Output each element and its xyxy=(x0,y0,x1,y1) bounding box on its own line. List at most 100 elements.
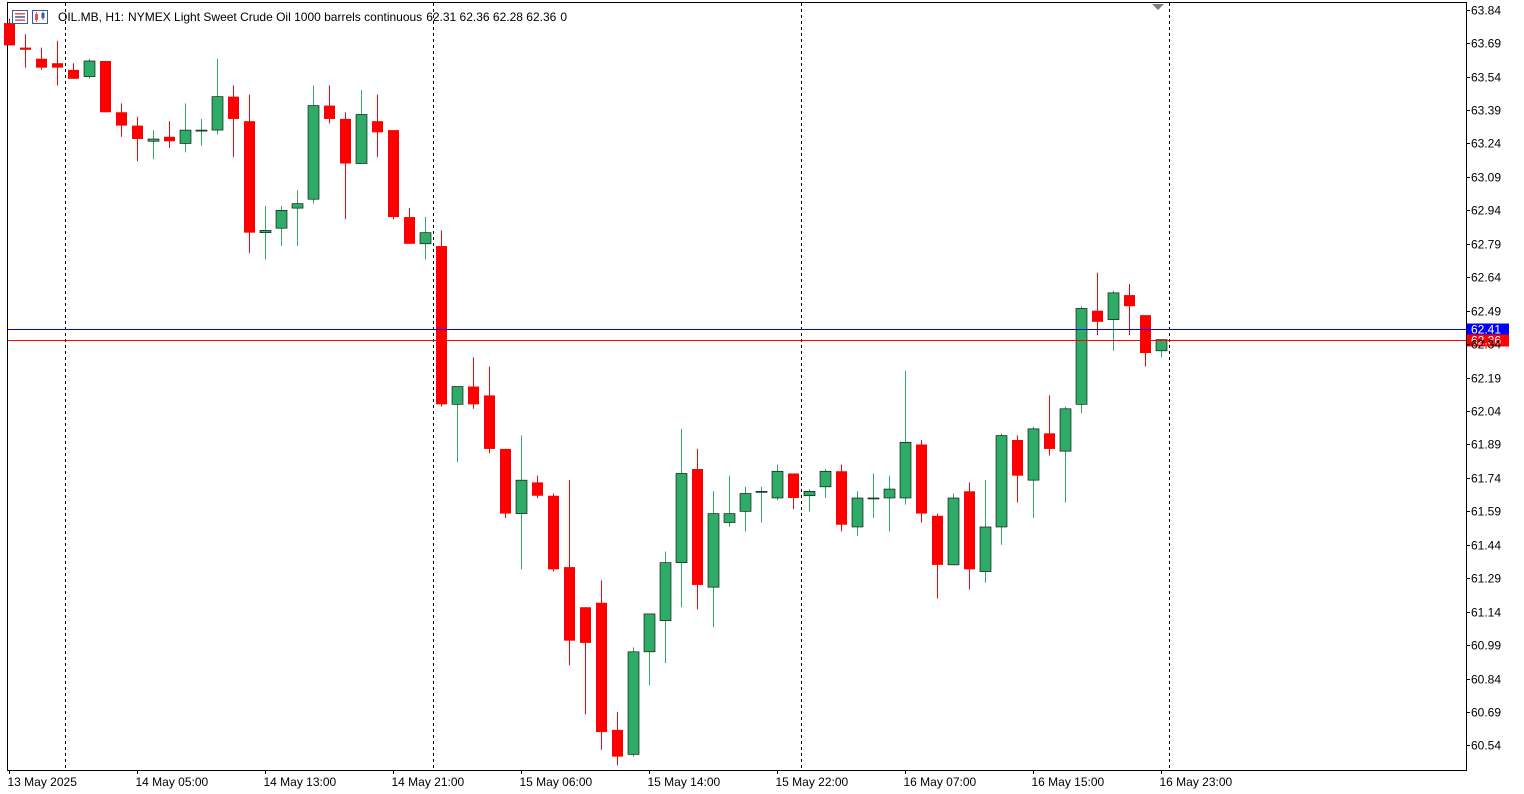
candle-body xyxy=(100,60,111,113)
candle-body xyxy=(68,69,79,79)
candle-body xyxy=(515,479,528,514)
candle-30 xyxy=(484,366,495,454)
candle-26 xyxy=(419,217,432,260)
x-tick-label: 15 May 22:00 xyxy=(776,775,849,789)
candle-body xyxy=(1059,408,1072,452)
candle-body xyxy=(324,105,335,119)
candle-45 xyxy=(723,475,736,527)
candle-4 xyxy=(68,63,79,79)
candle-36 xyxy=(580,607,591,715)
candle-body xyxy=(692,468,703,585)
candle-body xyxy=(1027,428,1040,481)
candle-11 xyxy=(179,103,192,153)
y-tick-label: 63.69 xyxy=(1471,37,1501,51)
candle-41 xyxy=(659,551,672,663)
x-tick-label: 15 May 14:00 xyxy=(648,775,721,789)
candle-body xyxy=(1092,310,1103,322)
candle-body xyxy=(1140,315,1151,354)
candle-body xyxy=(580,607,591,643)
candle-body xyxy=(275,210,288,229)
price-axis[interactable]: 63.84 63.69 63.54 63.39 63.24 63.09 62.94 62.79… xyxy=(1466,4,1501,753)
candle-32 xyxy=(515,435,528,570)
candle-59 xyxy=(947,493,960,566)
candle-19 xyxy=(307,85,320,204)
x-tick-label: 16 May 15:00 xyxy=(1032,775,1105,789)
candle-body xyxy=(1155,339,1168,352)
candle-17 xyxy=(275,205,288,247)
candle-body xyxy=(228,96,239,119)
candle-body xyxy=(468,386,479,405)
symbol-label: OIL.MB, H1: xyxy=(58,10,125,24)
candle-body xyxy=(116,112,127,126)
candle-14 xyxy=(228,85,239,157)
tick-volume: 0 xyxy=(560,10,567,24)
candle-21 xyxy=(340,112,351,220)
candle-13 xyxy=(211,58,224,135)
candle-body xyxy=(132,125,143,140)
candle-61 xyxy=(979,480,992,583)
chart-ohlc-icon[interactable] xyxy=(32,10,48,24)
candle-47 xyxy=(755,486,768,523)
y-tick-label: 62.19 xyxy=(1471,372,1501,386)
candle-body xyxy=(643,613,656,653)
candle-body xyxy=(819,470,832,488)
candle-68 xyxy=(1092,272,1103,336)
candle-body xyxy=(36,58,47,68)
y-tick-label: 61.74 xyxy=(1471,472,1501,486)
y-tick-label: 60.69 xyxy=(1471,706,1501,720)
candle-54 xyxy=(867,473,880,519)
candle-46 xyxy=(739,486,752,532)
y-tick-label: 63.84 xyxy=(1471,4,1501,18)
candle-body xyxy=(596,602,607,733)
candle-body xyxy=(52,63,63,68)
candle-body xyxy=(211,96,224,131)
candle-51 xyxy=(819,468,832,498)
candle-body xyxy=(419,232,432,245)
candle-body xyxy=(355,114,368,164)
candle-body xyxy=(851,497,864,528)
y-tick-label: 60.99 xyxy=(1471,639,1501,653)
y-tick-label: 60.84 xyxy=(1471,673,1501,687)
candle-body xyxy=(932,515,943,565)
candle-57 xyxy=(916,440,927,523)
y-tick-label: 61.59 xyxy=(1471,505,1501,519)
shift-marker-icon[interactable] xyxy=(1152,4,1164,10)
y-tick-label: 63.39 xyxy=(1471,104,1501,118)
candle-body xyxy=(307,105,320,200)
candle-body xyxy=(20,47,31,50)
x-tick-label: 15 May 06:00 xyxy=(520,775,593,789)
y-tick-label: 63.09 xyxy=(1471,171,1501,185)
candle-body xyxy=(659,562,672,621)
candle-16 xyxy=(259,205,272,260)
candle-39 xyxy=(627,647,640,757)
candle-3 xyxy=(52,40,63,86)
y-tick-label: 60.54 xyxy=(1471,739,1501,753)
candle-34 xyxy=(548,493,559,572)
candle-27 xyxy=(436,230,447,407)
candle-6 xyxy=(100,60,111,113)
candle-20 xyxy=(324,85,335,124)
candle-body xyxy=(372,121,383,133)
x-tick-label: 16 May 23:00 xyxy=(1160,775,1233,789)
candle-40 xyxy=(643,613,656,686)
candle-body xyxy=(771,470,784,499)
candle-body xyxy=(179,129,192,144)
chart-header: OIL.MB, H1: NYMEX Light Sweet Crude Oil … xyxy=(12,8,567,26)
candle-1 xyxy=(20,34,31,68)
ask-price-label: 62.41 xyxy=(1471,323,1501,337)
y-tick-label: 62.94 xyxy=(1471,204,1501,218)
candle-body xyxy=(436,246,447,405)
candle-44 xyxy=(707,491,720,628)
candle-body xyxy=(739,493,752,512)
plot-frame xyxy=(7,2,1467,771)
y-tick-label: 62.04 xyxy=(1471,405,1501,419)
candle-35 xyxy=(564,480,575,666)
time-axis[interactable]: 13 May 2025 14 May 05:00 14 May 13:00 14 Ma… xyxy=(8,770,1233,789)
y-tick-label: 61.44 xyxy=(1471,539,1501,553)
candle-55 xyxy=(883,475,896,532)
candle-body xyxy=(836,471,847,525)
list-icon[interactable] xyxy=(12,10,28,24)
candle-49 xyxy=(788,473,799,510)
